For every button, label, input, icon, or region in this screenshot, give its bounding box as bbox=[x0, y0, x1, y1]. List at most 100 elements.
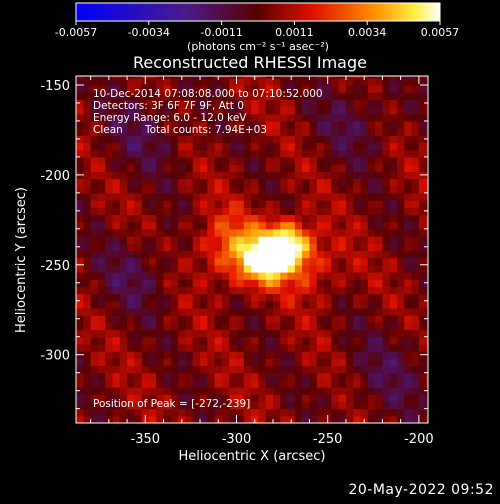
heatmap-cell bbox=[192, 394, 201, 403]
heatmap-cell bbox=[112, 279, 121, 287]
heatmap-cell bbox=[396, 171, 405, 180]
heatmap-cell bbox=[243, 257, 252, 266]
heatmap-cell bbox=[251, 214, 259, 223]
heatmap-cell bbox=[272, 228, 281, 237]
heatmap-cell bbox=[134, 379, 143, 388]
heatmap-cell bbox=[185, 185, 194, 194]
heatmap-cell bbox=[141, 351, 150, 359]
heatmap-cell bbox=[97, 185, 106, 194]
heatmap-cell bbox=[294, 99, 303, 108]
heatmap-cell bbox=[426, 401, 428, 410]
heatmap-cell bbox=[141, 250, 150, 259]
heatmap-cell bbox=[170, 250, 179, 259]
heatmap-cell bbox=[221, 293, 230, 302]
heatmap-cell bbox=[90, 185, 99, 194]
heatmap-cell bbox=[411, 178, 420, 187]
heatmap-cell bbox=[309, 264, 318, 273]
heatmap-cell bbox=[272, 221, 281, 230]
heatmap-cell bbox=[214, 156, 223, 165]
heatmap-cell bbox=[185, 236, 194, 244]
heatmap-cell bbox=[389, 322, 398, 331]
heatmap-cell bbox=[236, 77, 245, 86]
heatmap-cell bbox=[221, 322, 230, 331]
heatmap-cell bbox=[382, 387, 391, 395]
heatmap-cell bbox=[141, 401, 150, 410]
heatmap-cell bbox=[243, 192, 252, 201]
heatmap-cell bbox=[338, 142, 347, 151]
heatmap-cell bbox=[375, 120, 384, 129]
heatmap-cell bbox=[272, 185, 281, 194]
heatmap-cell bbox=[265, 408, 274, 417]
heatmap-cell bbox=[411, 120, 420, 129]
heatmap-cell bbox=[396, 149, 405, 158]
heatmap-cell bbox=[294, 343, 303, 352]
heatmap-cell bbox=[192, 358, 201, 367]
heatmap-cell bbox=[411, 343, 420, 352]
heatmap-cell bbox=[324, 358, 332, 367]
heatmap-cell bbox=[294, 365, 303, 374]
heatmap-cell bbox=[214, 243, 223, 251]
heatmap-cell bbox=[76, 236, 84, 244]
heatmap-cell bbox=[141, 358, 150, 367]
heatmap-cell bbox=[265, 106, 274, 115]
heatmap-cell bbox=[105, 243, 114, 251]
heatmap-cell bbox=[353, 84, 362, 93]
heatmap-cell bbox=[156, 120, 165, 129]
heatmap-cell bbox=[200, 250, 208, 259]
heatmap-cell bbox=[112, 264, 121, 273]
heatmap-cell bbox=[302, 322, 311, 331]
heatmap-cell bbox=[382, 84, 391, 93]
heatmap-cell bbox=[316, 92, 325, 100]
heatmap-cell bbox=[105, 372, 114, 381]
heatmap-cell bbox=[178, 408, 187, 417]
heatmap-cell bbox=[243, 236, 252, 244]
heatmap-cell bbox=[243, 185, 252, 194]
heatmap-cell bbox=[316, 207, 325, 216]
heatmap-cell bbox=[294, 171, 303, 180]
heatmap-cell bbox=[243, 128, 252, 136]
heatmap-cell bbox=[105, 286, 114, 295]
heatmap-cell bbox=[105, 192, 114, 201]
heatmap-cell bbox=[367, 149, 376, 158]
heatmap-cell bbox=[375, 200, 384, 208]
heatmap-cell bbox=[148, 156, 157, 165]
heatmap-cell bbox=[200, 92, 208, 100]
heatmap-cell bbox=[112, 164, 121, 172]
heatmap-cell bbox=[185, 120, 194, 129]
heatmap-cell bbox=[148, 394, 157, 403]
heatmap-cell bbox=[324, 214, 332, 223]
heatmap-cell bbox=[163, 156, 172, 165]
heatmap-cell bbox=[192, 113, 201, 122]
heatmap-cell bbox=[221, 243, 230, 251]
heatmap-cell bbox=[105, 113, 114, 122]
heatmap-cell bbox=[119, 171, 128, 180]
heatmap-cell bbox=[134, 214, 143, 223]
heatmap-cell bbox=[411, 156, 420, 165]
heatmap-cell bbox=[294, 379, 303, 388]
heatmap-cell bbox=[134, 286, 143, 295]
heatmap-cell bbox=[97, 135, 106, 144]
heatmap-cell bbox=[156, 329, 165, 338]
heatmap-cell bbox=[170, 149, 179, 158]
heatmap-cell bbox=[309, 149, 318, 158]
heatmap-cell bbox=[170, 365, 179, 374]
heatmap-cell bbox=[404, 84, 413, 93]
heatmap-cell bbox=[243, 200, 252, 208]
heatmap-cell bbox=[221, 214, 230, 223]
heatmap-cell bbox=[418, 77, 427, 86]
heatmap-cell bbox=[287, 142, 296, 151]
heatmap-cell bbox=[258, 149, 267, 158]
heatmap-cell bbox=[331, 128, 340, 136]
heatmap-cell bbox=[396, 322, 405, 331]
heatmap-cell bbox=[389, 343, 398, 352]
heatmap-cell bbox=[243, 84, 252, 93]
heatmap-cell bbox=[287, 315, 296, 323]
heatmap-cell bbox=[294, 207, 303, 216]
heatmap-cell bbox=[141, 228, 150, 237]
heatmap-cell bbox=[272, 271, 281, 280]
heatmap-cell bbox=[97, 142, 106, 151]
heatmap-cell bbox=[170, 271, 179, 280]
heatmap-cell bbox=[221, 171, 230, 180]
heatmap-cell bbox=[404, 358, 413, 367]
heatmap-cell bbox=[127, 207, 135, 216]
